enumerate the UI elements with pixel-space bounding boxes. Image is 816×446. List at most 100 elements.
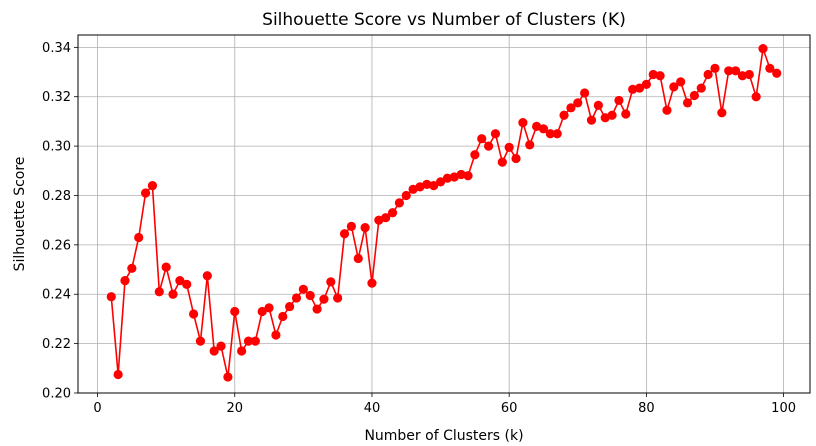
data-point	[243, 336, 254, 346]
data-point	[689, 90, 700, 101]
x-tick-label: 100	[771, 401, 796, 416]
data-point	[682, 98, 693, 108]
data-point	[312, 304, 322, 314]
data-point	[477, 134, 487, 144]
data-point	[140, 188, 151, 198]
data-point	[525, 140, 535, 150]
data-point	[250, 336, 260, 346]
data-point	[628, 84, 638, 94]
series-line	[110, 48, 778, 378]
x-tick-label: 0	[93, 401, 101, 416]
data-point	[717, 108, 727, 118]
data-point	[285, 301, 295, 312]
data-point	[319, 294, 329, 304]
data-point	[278, 311, 288, 322]
y-tick-label: 0.24	[42, 288, 71, 303]
data-point	[154, 287, 164, 297]
data-point	[209, 346, 219, 356]
data-point	[669, 82, 679, 92]
data-point	[367, 278, 377, 288]
x-tick-label: 80	[638, 401, 655, 416]
data-point	[580, 88, 590, 98]
data-point	[134, 232, 144, 243]
data-point	[216, 341, 226, 351]
data-point	[545, 129, 555, 139]
data-point	[552, 129, 562, 139]
data-point	[429, 181, 439, 191]
data-point	[538, 124, 549, 134]
y-tick-label: 0.34	[42, 41, 71, 56]
grid-lines	[78, 35, 810, 394]
data-point	[394, 198, 405, 208]
data-point	[655, 71, 665, 81]
data-point	[614, 95, 624, 106]
data-point	[573, 98, 583, 108]
data-point	[175, 276, 185, 286]
y-tick-label: 0.20	[42, 387, 71, 402]
data-point	[161, 262, 171, 272]
data-point	[456, 169, 466, 180]
data-point	[497, 157, 507, 167]
data-point	[470, 150, 480, 160]
data-point	[676, 77, 686, 87]
data-point	[511, 153, 521, 164]
data-point	[291, 293, 302, 303]
data-point	[621, 109, 631, 119]
data-point	[634, 83, 645, 93]
data-point	[772, 68, 782, 78]
data-point	[696, 83, 706, 93]
data-point	[326, 277, 336, 287]
data-point	[737, 71, 748, 81]
y-tick-label: 0.22	[42, 337, 71, 352]
data-point	[168, 289, 178, 299]
y-tick-label: 0.30	[42, 140, 71, 155]
data-point	[230, 306, 240, 317]
data-point	[195, 336, 206, 346]
data-point	[442, 173, 453, 183]
plot-area-frame	[77, 34, 811, 394]
data-point	[490, 129, 501, 139]
data-point	[271, 330, 281, 340]
x-tick-label: 60	[501, 401, 518, 416]
data-point	[127, 263, 137, 273]
data-point	[360, 222, 370, 233]
data-point	[422, 179, 432, 189]
data-point	[744, 69, 754, 80]
data-point	[401, 190, 411, 201]
data-point	[463, 171, 473, 181]
data-point	[607, 110, 617, 120]
x-axis-label: Number of Clusters (k)	[364, 428, 523, 444]
y-tick-label: 0.26	[42, 238, 71, 253]
data-point	[120, 276, 130, 286]
data-point	[751, 92, 761, 102]
data-point	[147, 181, 158, 191]
data-point	[353, 253, 363, 264]
data-point	[339, 229, 350, 239]
data-point	[730, 66, 741, 76]
y-tick-label: 0.32	[42, 90, 71, 105]
data-point	[223, 372, 233, 382]
data-point	[518, 118, 528, 128]
data-point	[648, 69, 658, 80]
data-point	[257, 306, 267, 317]
data-point	[724, 66, 734, 76]
data-point	[593, 100, 603, 110]
data-point	[237, 346, 247, 356]
data-point	[106, 292, 116, 302]
data-point	[435, 177, 446, 187]
data-point	[758, 43, 768, 54]
data-point	[703, 69, 713, 80]
data-point	[710, 63, 720, 73]
data-point	[641, 79, 651, 89]
data-point	[182, 279, 192, 289]
data-point	[504, 142, 514, 152]
data-point	[483, 141, 494, 151]
data-point	[586, 115, 597, 125]
y-axis-label: Silhouette Score	[12, 157, 28, 272]
data-point	[346, 221, 356, 231]
data-point	[662, 105, 672, 115]
x-axis-ticks: 0 20 40 60 80 100	[93, 393, 796, 416]
data-point	[202, 271, 212, 281]
data-point	[264, 303, 274, 313]
